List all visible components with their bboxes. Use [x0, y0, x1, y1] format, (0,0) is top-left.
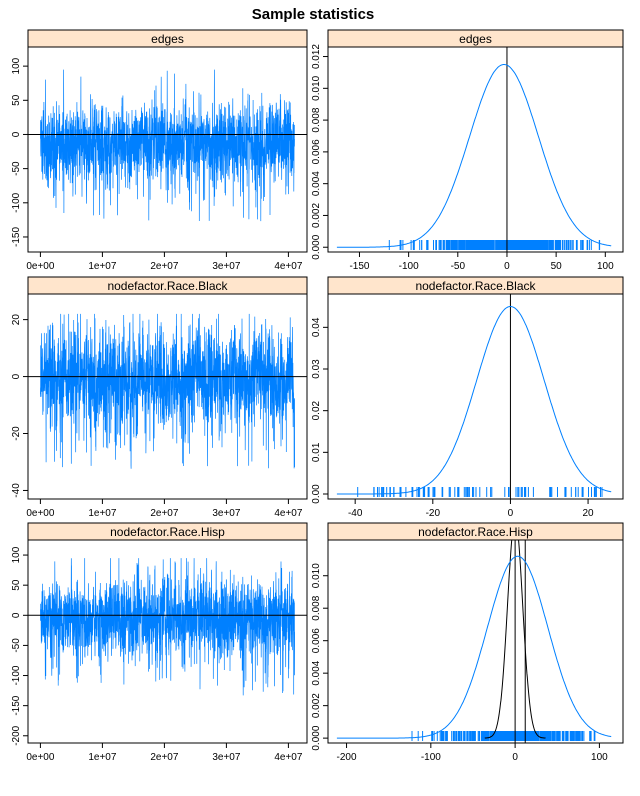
x-tick-label: 1e+07 — [88, 261, 117, 272]
plot-frame — [327, 293, 624, 500]
panel-density-3: nodefactor.Race.Black -40 -20 0 20 0.00 0.01 0.… — [311, 276, 624, 519]
strip-label: edges — [151, 32, 184, 46]
trace-line — [40, 558, 295, 696]
trace-line — [40, 313, 295, 469]
strip-label: edges — [459, 32, 492, 46]
y-tick-label: 0.00 — [311, 484, 322, 504]
panel-trace-2: nodefactor.Race.Black 0e+00 1e+07 2e+07 3e+0… — [11, 276, 308, 519]
y-tick-label: 0.010 — [311, 563, 322, 588]
y-tick-label: 0.010 — [311, 75, 322, 100]
plot-frame — [327, 46, 624, 253]
y-tick-label: -50 — [11, 161, 22, 176]
x-tick-label: -100 — [399, 261, 419, 272]
x-tick-label: 3e+07 — [212, 752, 241, 763]
y-tick-label: 0.008 — [311, 595, 322, 620]
x-tick-label: 3e+07 — [212, 261, 241, 272]
density-curve — [336, 306, 612, 495]
rug-marks — [357, 487, 603, 497]
y-tick-label: 0.002 — [311, 693, 322, 718]
x-tick-label: 2e+07 — [150, 752, 179, 763]
target-density-curve — [484, 540, 546, 739]
plot-area — [336, 540, 612, 743]
y-tick-label: 20 — [11, 314, 22, 326]
panel-density-5: nodefactor.Race.Hisp -200 -100 0 100 0.000 0.0… — [311, 522, 624, 763]
x-tick-label: -40 — [348, 508, 363, 519]
x-tick-label: 0e+00 — [26, 261, 55, 272]
plot-area — [28, 313, 307, 469]
x-tick-label: 0 — [504, 261, 510, 272]
y-tick-label: -40 — [11, 483, 22, 498]
y-tick-label: 0.000 — [311, 725, 322, 750]
x-tick-label: -200 — [337, 752, 357, 763]
y-tick-label: 0.03 — [311, 359, 322, 379]
rug-marks — [388, 240, 601, 250]
panel-trace-0: edges 0e+00 1e+07 2e+07 3e+07 4e+07 -150 -100 -5… — [11, 29, 308, 272]
x-tick-label: 100 — [597, 261, 614, 272]
y-tick-label: 0.004 — [311, 171, 322, 196]
y-tick-label: 0.000 — [311, 234, 322, 259]
strip-label: nodefactor.Race.Black — [415, 279, 536, 293]
y-tick-label: 50 — [11, 94, 22, 106]
y-tick-label: 50 — [11, 579, 22, 591]
y-tick-label: 0.008 — [311, 107, 322, 132]
figure-title: Sample statistics — [252, 6, 375, 23]
plot-area — [28, 558, 307, 696]
plot-area — [28, 69, 307, 222]
y-tick-label: 0.004 — [311, 660, 322, 685]
x-tick-label: 3e+07 — [212, 508, 241, 519]
density-curve — [336, 64, 612, 248]
y-tick-label: 0.04 — [311, 317, 322, 337]
strip-label: nodefactor.Race.Hisp — [110, 525, 225, 539]
y-tick-label: 0.006 — [311, 139, 322, 164]
y-tick-label: 0.012 — [311, 44, 322, 69]
x-tick-label: 100 — [591, 752, 608, 763]
y-tick-label: -100 — [11, 192, 22, 212]
y-tick-label: 0.006 — [311, 628, 322, 653]
rug-marks — [411, 731, 596, 741]
x-tick-label: 20 — [583, 508, 595, 519]
x-tick-label: -20 — [426, 508, 441, 519]
x-tick-label: 4e+07 — [274, 508, 303, 519]
x-tick-label: 4e+07 — [274, 261, 303, 272]
x-tick-label: -100 — [421, 752, 441, 763]
y-tick-label: 100 — [11, 57, 22, 74]
x-tick-label: 0 — [508, 508, 514, 519]
x-tick-label: 4e+07 — [274, 752, 303, 763]
y-tick-label: -20 — [11, 426, 22, 441]
x-tick-label: 2e+07 — [150, 261, 179, 272]
x-tick-label: -150 — [349, 261, 369, 272]
panel-trace-4: nodefactor.Race.Hisp 0e+00 1e+07 2e+07 3e+07… — [11, 522, 308, 763]
x-tick-label: 0e+00 — [26, 508, 55, 519]
x-tick-label: 1e+07 — [88, 508, 117, 519]
y-tick-label: 0 — [11, 612, 22, 618]
y-tick-label: 0.02 — [311, 400, 322, 420]
strip-label: nodefactor.Race.Hisp — [418, 525, 533, 539]
plot-area — [336, 294, 612, 499]
y-tick-label: 0 — [11, 131, 22, 137]
x-tick-label: 0e+00 — [26, 752, 55, 763]
y-tick-label: 100 — [11, 546, 22, 563]
y-tick-label: 0.01 — [311, 442, 322, 462]
y-tick-label: -50 — [11, 638, 22, 653]
y-tick-label: 0 — [11, 373, 22, 379]
x-tick-label: 50 — [551, 261, 563, 272]
trace-line — [40, 69, 295, 222]
x-tick-label: -50 — [451, 261, 466, 272]
x-tick-label: 1e+07 — [88, 752, 117, 763]
plot-frame — [327, 539, 624, 744]
x-tick-label: 2e+07 — [150, 508, 179, 519]
y-tick-label: -200 — [11, 725, 22, 745]
panel-grid: edges 0e+00 1e+07 2e+07 3e+07 4e+07 -150 -100 -5… — [11, 29, 624, 763]
y-tick-label: -150 — [11, 227, 22, 247]
x-tick-label: 0 — [512, 752, 518, 763]
y-tick-label: -100 — [11, 665, 22, 685]
panel-density-1: edges -150 -100 -50 0 50 100 0.000 0.002 0.004 0.0… — [311, 29, 624, 272]
y-tick-label: 0.002 — [311, 203, 322, 228]
density-curve — [336, 555, 612, 739]
y-tick-label: -150 — [11, 695, 22, 715]
plot-area — [336, 47, 612, 252]
strip-label: nodefactor.Race.Black — [107, 279, 228, 293]
